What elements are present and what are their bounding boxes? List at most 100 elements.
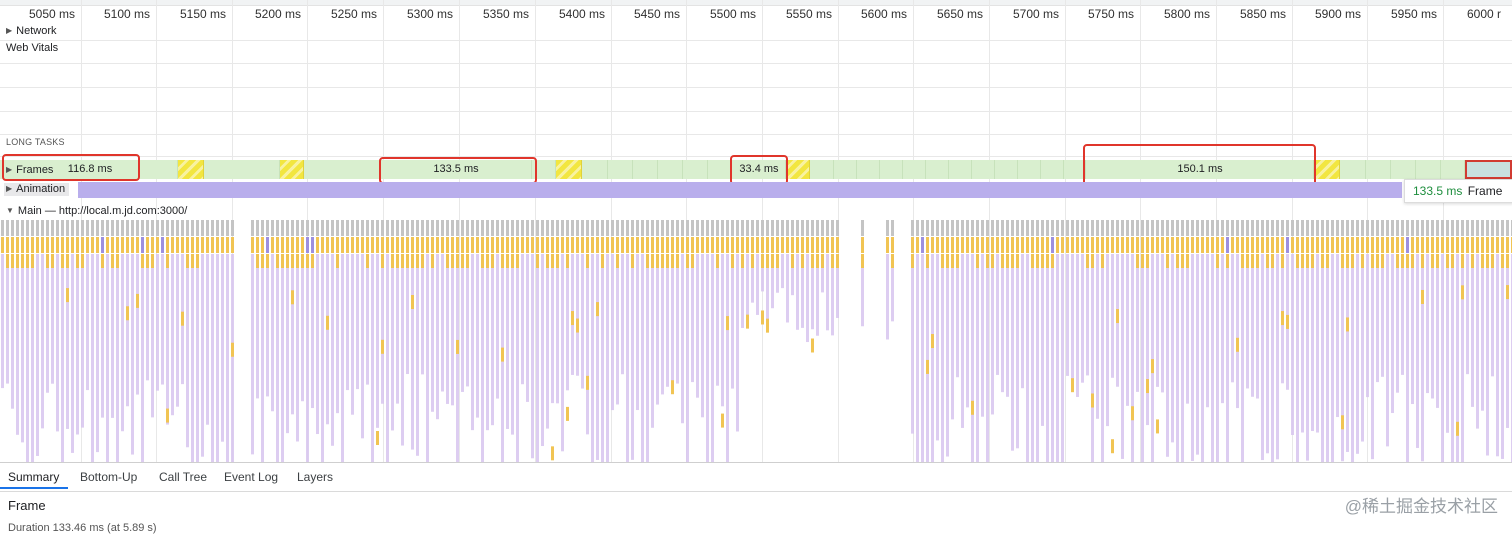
flame-column[interactable] xyxy=(1191,220,1194,462)
flame-column[interactable] xyxy=(621,220,624,375)
frame-cell[interactable] xyxy=(204,160,280,179)
flame-column[interactable] xyxy=(46,220,49,393)
flame-column[interactable] xyxy=(976,220,979,462)
flame-column[interactable] xyxy=(1466,220,1469,375)
flame-column[interactable] xyxy=(706,220,709,462)
flame-column[interactable] xyxy=(1056,220,1059,462)
frame-cell[interactable] xyxy=(0,160,178,179)
flame-column[interactable] xyxy=(1281,220,1284,384)
flame-column[interactable] xyxy=(741,220,744,328)
flame-column[interactable] xyxy=(346,220,349,391)
flame-column[interactable] xyxy=(121,220,124,432)
flame-column[interactable] xyxy=(1146,220,1149,426)
flame-column[interactable] xyxy=(916,220,919,462)
flame-column[interactable] xyxy=(1346,220,1349,452)
flame-column[interactable] xyxy=(921,220,924,462)
flame-column[interactable] xyxy=(1221,220,1224,404)
flame-column[interactable] xyxy=(376,220,379,446)
flame-column[interactable] xyxy=(156,220,159,391)
flame-column[interactable] xyxy=(796,220,799,330)
flame-column[interactable] xyxy=(1481,220,1484,411)
animation-bar[interactable] xyxy=(78,182,1402,198)
flame-column[interactable] xyxy=(161,220,164,385)
flame-column[interactable] xyxy=(501,220,504,462)
flame-column[interactable] xyxy=(1326,220,1329,462)
flame-column[interactable] xyxy=(661,220,664,395)
flame-column[interactable] xyxy=(491,220,494,426)
flame-column[interactable] xyxy=(561,220,564,452)
flame-column[interactable] xyxy=(266,220,269,397)
flame-column[interactable] xyxy=(1026,220,1029,462)
flame-column[interactable] xyxy=(686,220,689,462)
flame-column[interactable] xyxy=(691,220,694,383)
flame-column[interactable] xyxy=(371,220,374,462)
flame-column[interactable] xyxy=(1071,220,1074,393)
flame-column[interactable] xyxy=(961,220,964,428)
flame-column[interactable] xyxy=(1401,220,1404,375)
flame-column[interactable] xyxy=(1471,220,1474,407)
flame-column[interactable] xyxy=(701,220,704,418)
flame-column[interactable] xyxy=(1036,220,1039,462)
flame-column[interactable] xyxy=(1406,220,1409,462)
flame-column[interactable] xyxy=(451,220,454,406)
flame-column[interactable] xyxy=(66,220,69,429)
frame-cell[interactable] xyxy=(532,160,556,179)
flame-column[interactable] xyxy=(1201,220,1204,462)
flame-column[interactable] xyxy=(1446,220,1449,433)
flame-column[interactable] xyxy=(261,220,264,462)
flame-column[interactable] xyxy=(746,220,749,329)
flame-column[interactable] xyxy=(301,220,304,402)
flame-column[interactable] xyxy=(1216,220,1219,462)
flame-column[interactable] xyxy=(51,220,54,384)
tab-layers[interactable]: Layers xyxy=(297,470,334,484)
flame-column[interactable] xyxy=(1066,220,1069,376)
flame-column[interactable] xyxy=(581,220,584,389)
flame-column[interactable] xyxy=(1321,220,1324,462)
flame-column[interactable] xyxy=(1266,220,1269,454)
animation-track-header[interactable]: ▶ Animation xyxy=(4,183,70,196)
flame-column[interactable] xyxy=(226,220,229,462)
flame-column[interactable] xyxy=(1171,220,1174,443)
flame-column[interactable] xyxy=(1046,220,1049,462)
flame-column[interactable] xyxy=(1126,220,1129,406)
frame-duration-label[interactable]: 133.5 ms xyxy=(433,163,479,175)
flame-column[interactable] xyxy=(1386,220,1389,447)
flame-column[interactable] xyxy=(986,220,989,462)
flame-column[interactable] xyxy=(1156,220,1159,434)
flame-column[interactable] xyxy=(1441,220,1444,462)
flame-column[interactable] xyxy=(431,220,434,412)
flame-column[interactable] xyxy=(276,220,279,462)
flame-column[interactable] xyxy=(1096,220,1099,419)
flame-column[interactable] xyxy=(966,220,969,408)
flame-column[interactable] xyxy=(61,220,64,462)
flame-column[interactable] xyxy=(1391,220,1394,414)
flame-column[interactable] xyxy=(1426,220,1429,394)
flame-column[interactable] xyxy=(566,220,569,421)
flame-column[interactable] xyxy=(1431,220,1434,399)
flame-column[interactable] xyxy=(1106,220,1109,427)
flame-column[interactable] xyxy=(411,220,414,450)
flame-column[interactable] xyxy=(651,220,654,428)
flame-column[interactable] xyxy=(816,220,819,336)
flame-column[interactable] xyxy=(456,220,459,462)
flame-column[interactable] xyxy=(1256,220,1259,399)
flame-column[interactable] xyxy=(381,220,384,404)
flame-column[interactable] xyxy=(1241,220,1244,462)
flame-column[interactable] xyxy=(956,220,959,378)
flame-column[interactable] xyxy=(1336,220,1339,418)
flame-column[interactable] xyxy=(1086,220,1089,376)
flame-column[interactable] xyxy=(1041,220,1044,426)
flame-column[interactable] xyxy=(1151,220,1154,462)
flame-column[interactable] xyxy=(106,220,109,462)
flame-column[interactable] xyxy=(351,220,354,415)
flame-column[interactable] xyxy=(1251,220,1254,397)
flame-column[interactable] xyxy=(1436,220,1439,408)
flame-column[interactable] xyxy=(1121,220,1124,459)
flame-column[interactable] xyxy=(811,220,814,353)
expand-triangle-icon[interactable]: ▶ xyxy=(6,184,13,193)
flame-column[interactable] xyxy=(166,220,169,425)
tab-event-log[interactable]: Event Log xyxy=(224,470,279,484)
dropped-frame[interactable] xyxy=(1314,160,1340,179)
frame-cell[interactable] xyxy=(380,160,532,179)
frame-duration-label[interactable]: 33.4 ms xyxy=(739,163,779,175)
